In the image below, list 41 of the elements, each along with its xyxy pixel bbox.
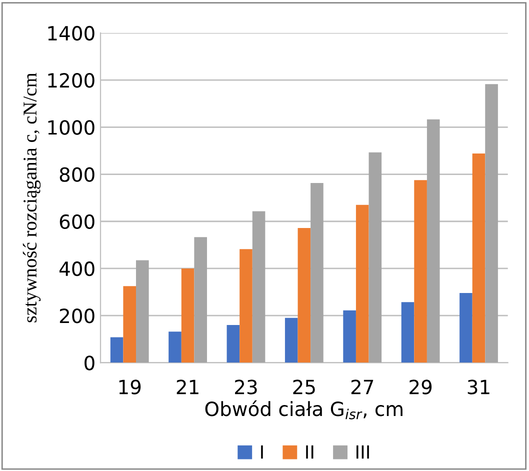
y-tick-label: 1000 xyxy=(48,120,94,135)
bar xyxy=(284,318,298,363)
bar xyxy=(110,337,124,363)
bar xyxy=(136,260,149,363)
y-axis-title: sztywność rozciągania c, cN/cm xyxy=(22,72,41,322)
bar xyxy=(343,310,356,363)
x-tick-label: 29 xyxy=(410,380,432,394)
bar xyxy=(310,182,324,363)
bar xyxy=(356,204,369,363)
bar xyxy=(226,324,240,363)
y-tick-label: 1400 xyxy=(48,26,94,41)
legend-label: I xyxy=(261,445,263,459)
bar xyxy=(298,228,311,363)
bar xyxy=(168,332,182,363)
bar xyxy=(123,286,136,363)
y-tick-label: 0 xyxy=(84,356,94,370)
y-tick-label: 600 xyxy=(60,214,94,230)
x-tick-label: 21 xyxy=(176,380,198,394)
bar xyxy=(181,268,194,363)
bar xyxy=(472,154,486,363)
x-axis-title: Obwód ciała G$_{isr}$, cm xyxy=(205,400,402,420)
bar xyxy=(240,249,252,363)
x-tick-label: 23 xyxy=(235,380,257,394)
bar xyxy=(460,292,472,363)
bar xyxy=(194,237,207,363)
bar xyxy=(485,84,498,363)
legend-label: III xyxy=(356,445,369,459)
legend-label: II xyxy=(306,445,314,459)
bar xyxy=(426,119,440,363)
bar xyxy=(401,302,414,363)
y-tick-label: 800 xyxy=(60,167,94,182)
bar xyxy=(252,211,266,363)
x-tick-label: 27 xyxy=(351,380,374,394)
x-tick-label: 31 xyxy=(468,380,490,394)
x-tick-label: 25 xyxy=(293,380,315,394)
bar xyxy=(368,152,382,363)
y-tick-label: 1200 xyxy=(48,73,94,88)
y-tick-label: 200 xyxy=(60,308,94,324)
bar xyxy=(414,180,427,363)
y-tick-label: 400 xyxy=(59,261,94,276)
x-tick-label: 19 xyxy=(119,380,141,394)
